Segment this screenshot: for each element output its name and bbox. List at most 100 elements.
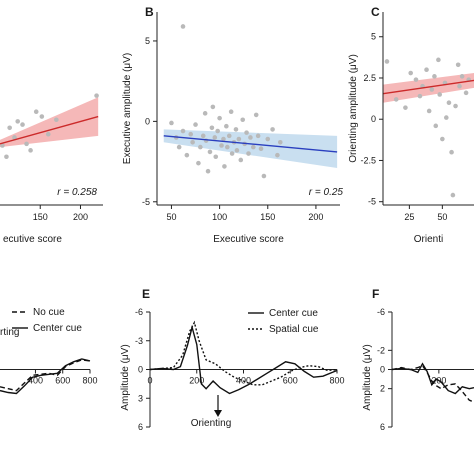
data-point [244, 130, 249, 135]
data-point [417, 93, 423, 99]
data-point [221, 136, 226, 142]
correlation-label: r = 0.25 [309, 187, 344, 198]
data-point [446, 100, 452, 106]
data-point [198, 144, 203, 150]
data-point [217, 115, 222, 121]
data-point [444, 115, 449, 120]
panel-a: 150 200 ecutive score r = 0.258 [0, 93, 103, 245]
data-point [180, 24, 186, 29]
data-point [180, 128, 186, 134]
data-point [20, 122, 25, 127]
y-tick-label: -6 [377, 307, 385, 317]
y-axis-label: Amplitude (μV) [120, 344, 131, 410]
x-axis-label: Executive score [213, 234, 284, 245]
data-point [200, 133, 206, 139]
data-point [393, 97, 399, 102]
data-point [408, 70, 413, 76]
data-point [190, 139, 195, 145]
data-point [403, 105, 408, 110]
y-tick-label: 6 [138, 422, 143, 432]
x-tick-label: 25 [404, 212, 414, 222]
x-axis-label: ecutive score [3, 234, 62, 245]
y-tick-label: -5 [142, 197, 150, 207]
data-point [251, 144, 256, 150]
data-point [463, 90, 469, 96]
y-tick-label: 0 [380, 365, 385, 375]
y-tick-label: -6 [135, 307, 143, 317]
x-tick-label: 200 [189, 376, 204, 386]
y-tick-label: 2 [380, 384, 385, 394]
x-axis-label: Orienti [414, 234, 443, 245]
data-point [457, 83, 462, 89]
data-point [234, 148, 240, 153]
data-point [226, 133, 232, 139]
data-point [209, 125, 215, 131]
x-tick-label: 150 [33, 212, 48, 222]
data-point [433, 123, 439, 129]
data-point [193, 122, 198, 127]
data-point [12, 135, 17, 140]
confidence-band [0, 97, 99, 148]
data-point [225, 144, 230, 150]
y-tick-label: 2.5 [363, 73, 376, 83]
panel-letter: F [372, 287, 379, 301]
y-tick-label: -5 [368, 197, 376, 207]
data-point [219, 143, 224, 148]
legend-label: No cue [33, 307, 65, 318]
panel-letter: C [371, 5, 380, 19]
x-tick-label: 800 [82, 376, 97, 386]
panel-letter: E [142, 287, 150, 301]
data-point [188, 131, 194, 137]
y-axis-label: Executive amplitude (μV) [122, 53, 133, 164]
data-point [246, 151, 251, 156]
data-point [277, 139, 283, 145]
correlation-label: r = 0.258 [57, 187, 97, 198]
data-point [207, 149, 213, 155]
data-point [255, 133, 261, 139]
y-tick-label: 5 [371, 32, 376, 42]
panel-c: 25 50 5 2.5 0 -2.5 -5 Orienti Orienting amplitud… [348, 5, 474, 245]
data-point [450, 192, 456, 198]
data-point [440, 136, 445, 142]
trend-line [382, 79, 474, 95]
x-tick-label: 400 [28, 376, 43, 386]
y-tick-label: 0 [138, 365, 143, 375]
data-point [426, 108, 432, 114]
data-point [213, 154, 219, 160]
data-point [270, 127, 275, 132]
data-point [202, 111, 208, 116]
data-point [238, 157, 244, 163]
data-point [384, 59, 390, 64]
data-point [39, 114, 45, 119]
data-point [449, 149, 454, 155]
panel-letter: B [145, 5, 154, 19]
y-tick-label: -3 [135, 336, 143, 346]
data-point [436, 57, 441, 63]
data-point [229, 151, 235, 156]
data-point [184, 152, 190, 158]
y-tick-label: 6 [380, 422, 385, 432]
data-point [196, 160, 201, 166]
y-tick-label: -2.5 [360, 155, 376, 165]
data-point [413, 77, 419, 82]
waveform-series [0, 358, 91, 395]
x-tick-label: 600 [55, 376, 70, 386]
panel-d: 400 600 800 No cue Center cue rting [0, 307, 98, 395]
data-point [7, 125, 12, 131]
data-point [169, 120, 174, 126]
data-point [261, 173, 267, 179]
data-point [215, 128, 220, 134]
data-point [240, 117, 246, 123]
y-tick-label: 3 [138, 393, 143, 403]
data-point [253, 112, 259, 118]
data-point [54, 117, 59, 123]
data-point [258, 146, 264, 152]
x-tick-label: 800 [329, 376, 344, 386]
x-tick-label: 0 [147, 376, 152, 386]
x-tick-label: 50 [166, 212, 176, 222]
waveform-series [391, 364, 474, 403]
data-point [275, 152, 280, 158]
